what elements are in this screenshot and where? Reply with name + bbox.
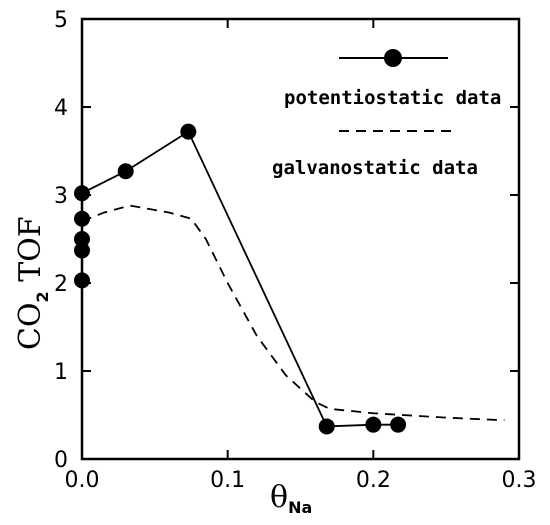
- legend: potentiostatic data galvanostatic data: [272, 49, 501, 179]
- series-line-galvanostatic: [81, 204, 505, 422]
- data-point-potentiostatic: [74, 185, 90, 202]
- data-point-potentiostatic: [74, 210, 90, 227]
- legend-label-galvanostatic: galvanostatic data: [272, 157, 478, 179]
- y-tick-label: 1: [54, 360, 68, 385]
- data-point-potentiostatic: [74, 231, 90, 247]
- x-tick-label: 0.3: [502, 468, 537, 493]
- x-tick-label: 0.2: [356, 468, 391, 493]
- data-point-potentiostatic: [180, 123, 197, 140]
- series-layer: [74, 123, 505, 435]
- data-point-potentiostatic: [74, 242, 90, 259]
- y-tick-label: 0: [54, 448, 68, 473]
- y-tick-label: 3: [54, 184, 68, 209]
- x-tick-label: 0.1: [210, 468, 245, 493]
- legend-label-potentiostatic: potentiostatic data: [284, 87, 501, 109]
- y-tick-label: 2: [54, 272, 68, 297]
- data-point-potentiostatic: [74, 272, 90, 289]
- data-point-potentiostatic: [318, 418, 335, 435]
- x-axis-title: θNa: [270, 480, 312, 517]
- data-point-potentiostatic: [365, 416, 382, 433]
- y-axis-title: CO2 TOF: [13, 216, 52, 350]
- legend-marker-potentiostatic: [384, 49, 402, 67]
- y-tick-label: 5: [54, 8, 68, 33]
- data-point-potentiostatic: [117, 163, 134, 180]
- data-point-potentiostatic: [390, 416, 407, 433]
- y-tick-label: 4: [54, 96, 68, 121]
- x-tick-label: 0.0: [65, 468, 100, 493]
- x-axis: 0.0 0.1 0.2 0.3: [65, 19, 537, 493]
- y-axis: 0 1 2 3 4 5: [54, 8, 519, 473]
- plot-frame: [80, 17, 521, 461]
